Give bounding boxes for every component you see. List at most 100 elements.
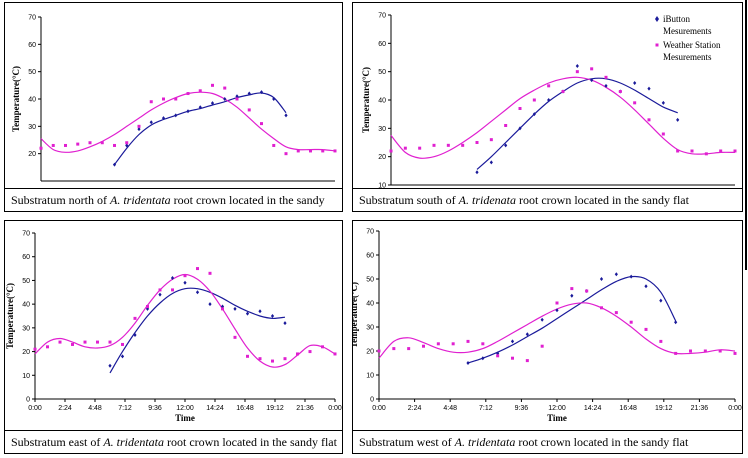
data-point-ibutton xyxy=(170,276,175,281)
data-point-weather-station xyxy=(633,101,637,105)
y-tick-label: 30 xyxy=(378,126,386,133)
trend-line-ibutton xyxy=(109,287,286,374)
data-point-weather-station xyxy=(432,143,436,147)
data-point-ibutton xyxy=(466,361,470,365)
data-point-ibutton xyxy=(174,113,178,118)
data-point-weather-station xyxy=(174,97,178,101)
data-point-weather-station xyxy=(211,83,214,87)
y-tick-label: 20 xyxy=(366,349,374,356)
data-point-ibutton xyxy=(661,100,665,105)
data-point-ibutton xyxy=(223,97,227,101)
data-point-ibutton xyxy=(481,356,485,361)
data-point-weather-station xyxy=(676,149,680,153)
y-axis-label: Temperature(°C) xyxy=(361,67,371,133)
y-tick-label: 20 xyxy=(28,151,36,158)
data-point-weather-station xyxy=(704,152,708,156)
data-point-ibutton xyxy=(510,339,515,344)
y-tick-label: 70 xyxy=(22,231,30,238)
data-point-weather-station xyxy=(223,86,227,90)
x-tick-label: 4:48 xyxy=(443,405,457,412)
x-tick-label: 9:36 xyxy=(148,405,162,412)
legend-marker-weather-station xyxy=(655,43,659,47)
data-point-weather-station xyxy=(58,340,62,344)
data-point-weather-station xyxy=(525,359,529,363)
data-point-weather-station xyxy=(125,141,129,145)
data-point-weather-station xyxy=(555,301,559,305)
data-point-weather-station xyxy=(196,267,199,271)
data-point-weather-station xyxy=(461,143,465,147)
data-point-weather-station xyxy=(481,342,485,346)
y-tick-label: 20 xyxy=(378,154,386,161)
x-tick-label: 7:12 xyxy=(479,405,493,412)
data-point-ibutton xyxy=(599,277,604,281)
data-point-weather-station xyxy=(418,146,422,150)
data-point-ibutton xyxy=(644,284,648,289)
data-point-ibutton xyxy=(674,320,678,325)
x-tick-label: 14:24 xyxy=(206,405,224,412)
data-point-ibutton xyxy=(112,162,117,167)
data-point-weather-station xyxy=(284,152,288,156)
data-point-weather-station xyxy=(235,97,239,101)
data-point-weather-station xyxy=(33,347,37,351)
x-tick-label: 12:00 xyxy=(548,405,566,412)
x-tick-label: 12:00 xyxy=(176,405,194,412)
y-axis-label: Temperature(°C) xyxy=(11,66,21,132)
data-point-weather-station xyxy=(690,149,694,153)
data-point-ibutton xyxy=(270,314,275,318)
data-point-weather-station xyxy=(100,141,104,145)
data-point-weather-station xyxy=(221,307,224,311)
data-point-weather-station xyxy=(76,142,80,146)
data-point-weather-station xyxy=(96,340,99,344)
caption-west: Substratum west of A. tridentata root cr… xyxy=(353,430,742,453)
caption-east: Substratum east of A. tridentata root cr… xyxy=(5,430,342,453)
data-point-weather-station xyxy=(283,357,287,361)
trend-line-ibutton xyxy=(476,77,678,170)
y-tick-label: 60 xyxy=(28,42,36,49)
data-point-ibutton xyxy=(259,90,264,95)
x-tick-label: 0:00 xyxy=(328,405,342,412)
data-point-weather-station xyxy=(333,352,337,356)
data-point-weather-station xyxy=(121,342,124,346)
legend-marker-ibutton xyxy=(655,16,659,22)
chart-panel-west: 0 10 20 30 40 50 60 70 0:00 2:24 4:48 7:12 9:36 12:00… xyxy=(352,220,743,454)
y-tick-label: 50 xyxy=(28,69,36,76)
data-point-weather-station xyxy=(246,354,249,358)
x-tick-label: 2:24 xyxy=(408,405,422,412)
data-point-weather-station xyxy=(407,347,411,351)
y-tick-label: 40 xyxy=(366,301,374,308)
data-point-weather-station xyxy=(271,359,274,363)
data-point-weather-station xyxy=(451,342,455,346)
chart-panel-north: 20 30 40 50 60 70 Temperature(°C) Substratum n… xyxy=(4,2,343,212)
y-tick-label: 0 xyxy=(26,397,30,404)
data-point-ibutton xyxy=(258,309,262,314)
data-point-weather-station xyxy=(321,345,324,349)
data-point-weather-station xyxy=(333,149,337,153)
data-point-weather-station xyxy=(108,340,112,344)
data-point-weather-station xyxy=(614,311,618,315)
data-point-weather-station xyxy=(532,98,536,102)
data-point-weather-station xyxy=(661,132,665,136)
data-point-ibutton xyxy=(614,272,618,277)
data-point-weather-station xyxy=(389,149,393,153)
data-point-weather-station xyxy=(570,287,574,291)
y-tick-label: 30 xyxy=(28,124,36,131)
data-point-ibutton xyxy=(133,332,137,337)
data-point-weather-station xyxy=(64,143,67,147)
x-tick-label: 19:12 xyxy=(266,405,284,412)
data-point-weather-station xyxy=(83,340,87,344)
data-point-weather-station xyxy=(647,118,651,122)
chart-south: 10 20 30 40 50 60 70 Temperature(°C) iButton Mesu… xyxy=(361,13,737,189)
x-tick-label: 19:12 xyxy=(655,405,673,412)
data-point-weather-station xyxy=(88,141,92,145)
data-point-ibutton xyxy=(489,160,493,165)
data-point-weather-station xyxy=(272,143,276,147)
data-point-ibutton xyxy=(108,363,112,368)
y-tick-label: 70 xyxy=(366,229,374,236)
x-tick-label: 16:48 xyxy=(236,405,254,412)
data-point-ibutton xyxy=(120,354,125,359)
y-tick-label: 0 xyxy=(370,397,374,404)
data-point-ibutton xyxy=(547,98,551,102)
y-tick-label: 70 xyxy=(378,13,386,20)
x-tick-label: 0:00 xyxy=(372,405,386,412)
data-point-weather-station xyxy=(321,149,325,153)
